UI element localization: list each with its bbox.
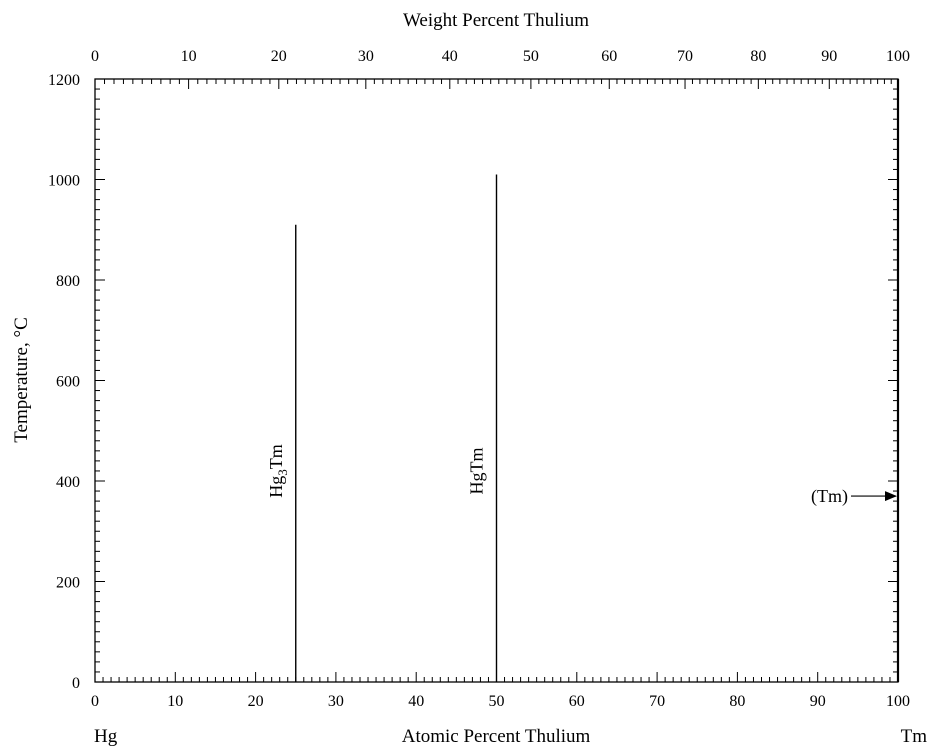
y-tick-label: 800 (56, 273, 80, 290)
bottom-tick-label: 70 (649, 693, 665, 710)
y-tick-label: 200 (56, 575, 80, 592)
top-tick-label: 80 (750, 48, 766, 65)
y-axis-title: Temperature, °C (11, 317, 32, 443)
top-tick-label: 0 (91, 48, 99, 65)
end-label-tm: Tm (901, 726, 928, 747)
y-tick-label: 600 (56, 374, 80, 391)
bottom-tick-label: 10 (167, 693, 183, 710)
top-tick-label: 90 (821, 48, 837, 65)
bottom-tick-label: 50 (489, 693, 505, 710)
bottom-tick-label: 90 (810, 693, 826, 710)
top-tick-label: 70 (677, 48, 693, 65)
top-tick-label: 100 (886, 48, 910, 65)
y-tick-label: 1000 (48, 173, 80, 190)
top-tick-label: 30 (358, 48, 374, 65)
minor-ticks (95, 79, 898, 682)
phase-lines: Hg3Tm HgTm (266, 79, 900, 682)
bottom-tick-label: 20 (248, 693, 264, 710)
bottom-tick-label: 0 (91, 693, 99, 710)
bottom-tick-label: 60 (569, 693, 585, 710)
top-axis-title: Weight Percent Thulium (403, 10, 589, 31)
y-tick-label: 1200 (48, 72, 80, 89)
bottom-tick-label: 100 (886, 693, 910, 710)
tm-annotation-label: (Tm) (811, 486, 848, 507)
bottom-axis-title: Atomic Percent Thulium (402, 726, 591, 747)
y-tick-label: 0 (72, 675, 80, 692)
bottom-tick-label: 80 (729, 693, 745, 710)
tick-labels: 0 10 20 30 40 50 60 70 80 90 1000 10 20 30 40 50 60 70 80 9… (48, 48, 910, 710)
bottom-tick-label: 40 (408, 693, 424, 710)
phase-label: HgTm (467, 447, 487, 494)
phase-label: Hg3Tm (266, 444, 290, 498)
top-tick-label: 10 (181, 48, 197, 65)
tm-annotation: (Tm) (811, 486, 897, 507)
top-tick-label: 60 (601, 48, 617, 65)
bottom-tick-label: 30 (328, 693, 344, 710)
y-tick-label: 400 (56, 474, 80, 491)
end-label-hg: Hg (94, 726, 118, 747)
top-tick-label: 20 (271, 48, 287, 65)
top-tick-label: 50 (523, 48, 539, 65)
top-tick-label: 40 (442, 48, 458, 65)
